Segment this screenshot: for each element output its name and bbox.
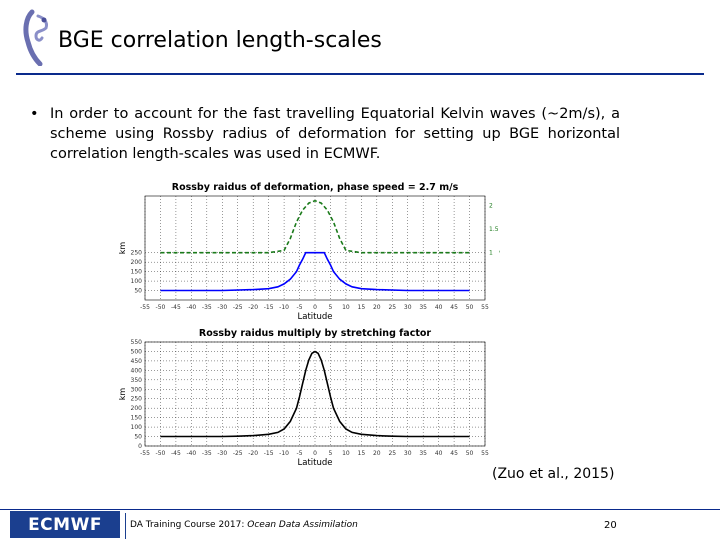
series-line-1-0 [160,350,470,438]
y-tick-label-1-1: 50 [134,434,142,441]
x-tick-label-0-19: 40 [435,304,443,311]
x-tick-label-1-8: -15 [264,450,274,457]
x-tick-label-0-12: 5 [329,304,333,311]
x-axis-label-1: Latitude [298,458,333,468]
y-axis-label-1: km [118,388,127,401]
citation: (Zuo et al., 2015) [492,466,615,482]
slide-title: BGE correlation length-scales [58,28,382,53]
x-tick-label-1-4: -35 [202,450,212,457]
x-tick-label-1-10: -5 [297,450,303,457]
x-tick-label-1-7: -20 [248,450,258,457]
x-tick-label-0-14: 15 [358,304,366,311]
y-tick-label-1-9: 450 [131,358,143,365]
x-tick-label-0-9: -10 [279,304,289,311]
footer-course: DA Training Course 2017: Ocean Data Assi… [130,520,358,530]
footer-divider [0,509,720,510]
chart-title-0: Rossby raidus of deformation, phase spee… [172,182,459,193]
x-tick-label-0-10: -5 [297,304,303,311]
x-tick-label-1-0: -55 [140,450,150,457]
x-tick-label-1-15: 20 [373,450,381,457]
x-tick-label-1-17: 30 [404,450,412,457]
x-tick-label-1-9: -10 [279,450,289,457]
x-tick-label-1-14: 15 [358,450,366,457]
y-tick-label-1-6: 300 [131,386,143,393]
x-tick-label-1-1: -50 [156,450,166,457]
x-tick-label-1-20: 45 [450,450,458,457]
bullet-marker: • [30,106,39,122]
chart-title-1: Rossby raidus multiply by stretching fac… [199,328,432,339]
x-tick-label-1-12: 5 [329,450,333,457]
page-number: 20 [604,520,617,531]
x-tick-label-1-19: 40 [435,450,443,457]
x-tick-label-0-16: 25 [388,304,396,311]
series-line-0-1 [160,199,470,254]
y-tick-label-1-10: 500 [131,348,143,355]
x-tick-label-0-20: 45 [450,304,458,311]
x-tick-label-1-18: 35 [419,450,427,457]
x-tick-label-1-22: 55 [481,450,489,457]
x-tick-label-0-13: 10 [342,304,350,311]
ecmwf-emblem-icon [23,9,48,66]
ecmwf-logo-text: ECMWF [28,514,102,535]
y-tick-label-0-0: 50 [134,288,142,295]
y-tick-label-1-5: 250 [131,396,143,403]
y-tick-label-0-2: 150 [131,269,143,276]
x-tick-label-0-2: -45 [171,304,181,311]
rossby-radius-figure: Rossby raidus of deformation, phase spee… [118,182,500,468]
footer-course-label: DA Training Course 2017: [130,520,248,530]
x-tick-label-1-16: 25 [388,450,396,457]
y-tick-label-1-3: 150 [131,415,143,422]
y-tick-label-1-11: 550 [131,339,143,346]
series-line-0-0 [160,251,470,292]
x-tick-label-1-2: -45 [171,450,181,457]
y2-tick-label-0-0: 1 [489,250,493,257]
x-tick-label-0-5: -30 [217,304,227,311]
x-tick-label-0-1: -50 [156,304,166,311]
x-tick-label-1-13: 10 [342,450,350,457]
x-tick-label-0-17: 30 [404,304,412,311]
footer-separator [125,513,126,539]
y-tick-label-1-0: 0 [138,443,142,450]
title-divider [16,73,704,75]
y-tick-label-0-4: 250 [131,250,143,257]
ecmwf-logo: ECMWF [10,511,120,538]
x-tick-label-1-21: 50 [466,450,474,457]
x-tick-label-0-21: 50 [466,304,474,311]
y-tick-label-0-3: 200 [131,259,143,266]
x-tick-label-0-11: 0 [313,304,317,311]
y-axis-label-0: km [118,242,127,255]
y-tick-label-1-2: 100 [131,424,143,431]
x-tick-label-0-4: -35 [202,304,212,311]
x-tick-label-0-0: -55 [140,304,150,311]
x-tick-label-0-3: -40 [186,304,196,311]
x-axis-label-0: Latitude [298,312,333,322]
y2-tick-label-0-1: 1.5 [489,226,499,233]
y-tick-label-1-4: 200 [131,405,143,412]
x-tick-label-1-6: -25 [233,450,243,457]
y2-tick-label-0-2: 2 [489,202,493,209]
x-tick-label-1-11: 0 [313,450,317,457]
y2-axis-label-0: Stretching factor [499,223,500,274]
x-tick-label-1-5: -30 [217,450,227,457]
x-tick-label-0-8: -15 [264,304,274,311]
footer-course-topic: Ocean Data Assimilation [247,520,358,530]
x-tick-label-0-22: 55 [481,304,489,311]
x-tick-label-0-18: 35 [419,304,427,311]
y-tick-label-1-8: 400 [131,367,143,374]
x-tick-label-1-3: -40 [186,450,196,457]
x-tick-label-0-15: 20 [373,304,381,311]
bullet-text: In order to account for the fast travell… [50,106,620,162]
x-tick-label-0-7: -20 [248,304,258,311]
y-tick-label-1-7: 350 [131,377,143,384]
y-tick-label-0-1: 100 [131,278,143,285]
x-tick-label-0-6: -25 [233,304,243,311]
